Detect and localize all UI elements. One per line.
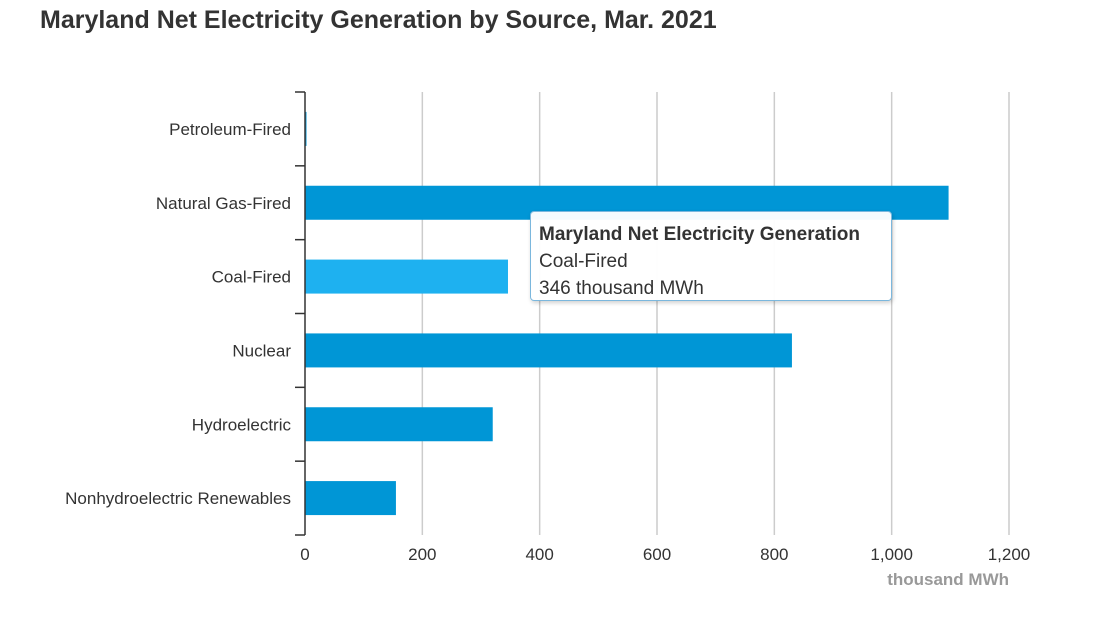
bar-nonhydroelectric-renewables[interactable] — [305, 481, 396, 516]
category-label: Hydroelectric — [192, 415, 292, 434]
category-label: Nuclear — [232, 341, 291, 360]
x-axis-title: thousand MWh — [887, 570, 1009, 589]
category-label: Coal-Fired — [212, 268, 291, 287]
x-tick-label: 800 — [760, 545, 788, 564]
tooltip-title: Maryland Net Electricity Generation — [539, 224, 860, 245]
tooltip: Maryland Net Electricity Generation Coal… — [530, 211, 892, 301]
bar-nuclear[interactable] — [305, 333, 792, 368]
x-tick-label: 600 — [643, 545, 671, 564]
x-tick-label: 0 — [300, 545, 309, 564]
category-label: Petroleum-Fired — [169, 120, 291, 139]
bar-hydroelectric[interactable] — [305, 407, 493, 442]
tooltip-category: Coal-Fired — [539, 251, 628, 272]
category-label: Natural Gas-Fired — [156, 194, 291, 213]
x-tick-label: 400 — [525, 545, 553, 564]
x-tick-label: 200 — [408, 545, 436, 564]
category-label: Nonhydroelectric Renewables — [65, 489, 291, 508]
tooltip-value: 346 thousand MWh — [539, 278, 704, 299]
chart-title: Maryland Net Electricity Generation by S… — [40, 6, 717, 34]
bar-coal-fired[interactable] — [305, 259, 508, 294]
x-tick-label: 1,000 — [870, 545, 913, 564]
x-tick-label: 1,200 — [988, 545, 1031, 564]
